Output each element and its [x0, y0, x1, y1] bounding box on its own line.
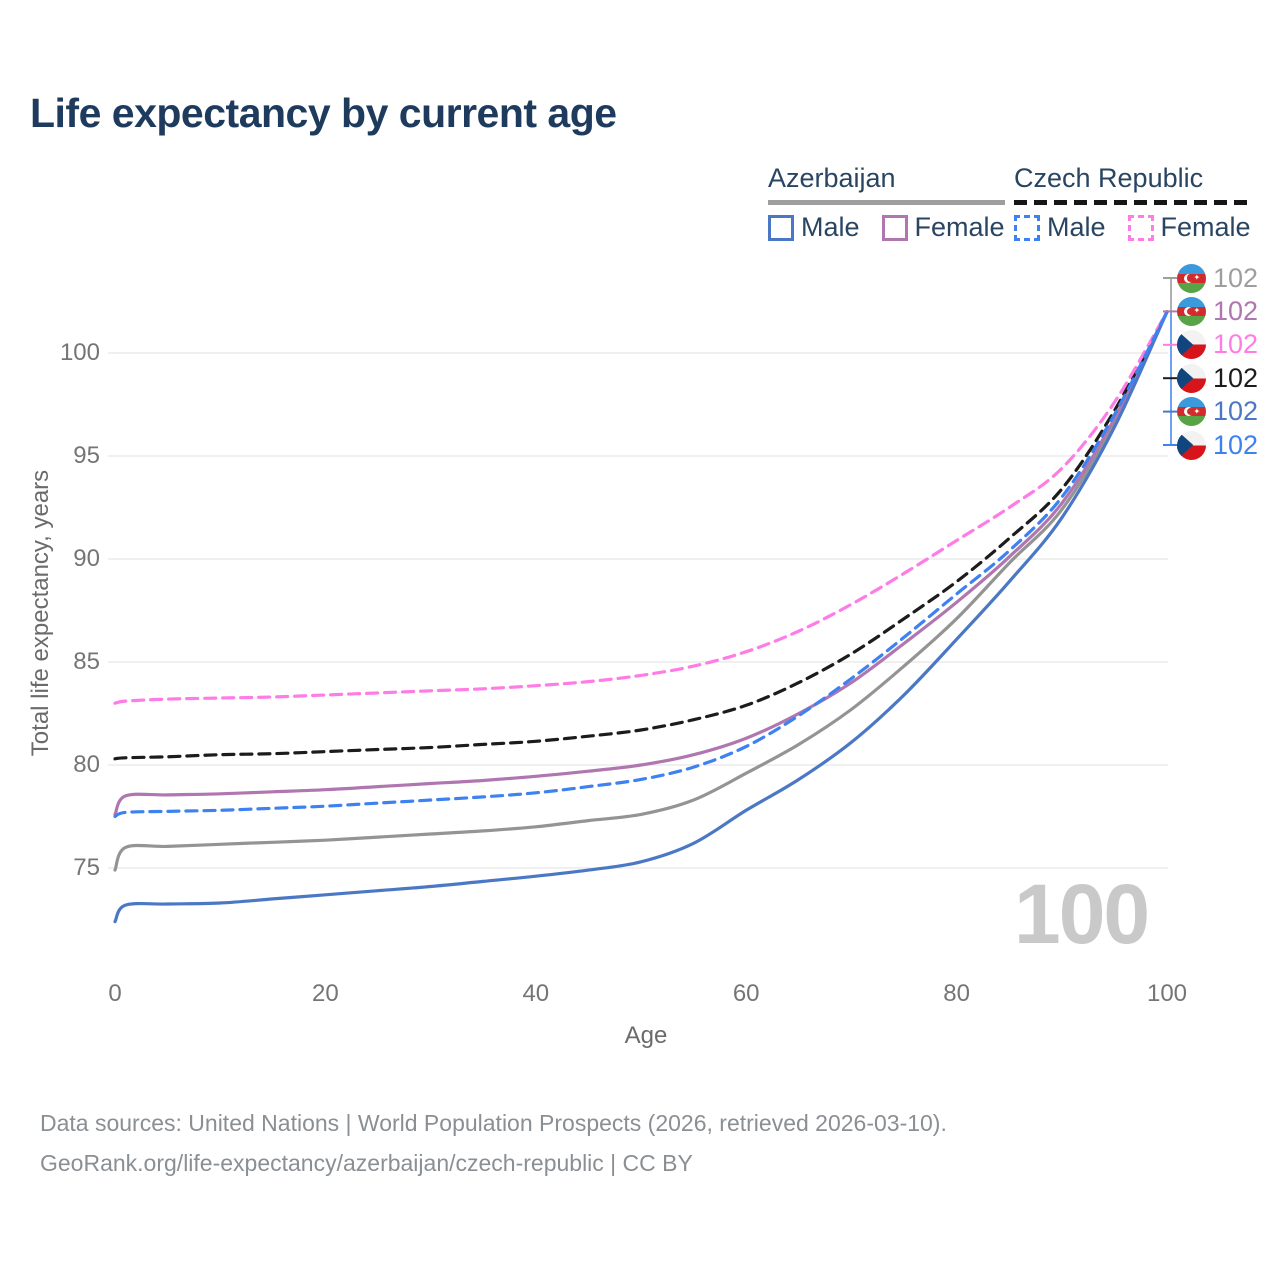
azerbaijan-flag-icon: ✦ [1177, 296, 1206, 326]
x-tick-label-100: 100 [1146, 980, 1188, 1007]
legend-underline-azerbaijan [768, 200, 1005, 205]
series-line-czech-republic-female [113, 310, 1169, 705]
y-tick-label-100: 100 [59, 339, 100, 366]
legend-label: Male [1047, 212, 1106, 242]
x-tick-label-0: 0 [108, 980, 122, 1007]
legend-country-azerbaijan[interactable]: Azerbaijan [768, 163, 896, 193]
czech-republic-flag-icon [1177, 430, 1206, 460]
legend-item-czech-female[interactable]: Female [1127, 212, 1251, 243]
x-tick-label-80: 80 [943, 980, 970, 1007]
x-tick-label-20: 20 [312, 980, 339, 1007]
y-tick-label-85: 85 [73, 648, 100, 675]
star-icon: ✦ [1193, 273, 1201, 282]
series-line-czech-republic-male [113, 310, 1169, 819]
end-label-value: 102 [1213, 295, 1259, 326]
czech-male-swatch-icon [1014, 214, 1040, 241]
end-label-row: 102 [1177, 430, 1258, 460]
legend-item-azerbaijan-female[interactable]: Female [881, 212, 1005, 243]
legend-group-czech-republic: Czech Republic Male Female [1014, 163, 1251, 243]
y-axis-title: Total life expectancy, years [27, 469, 54, 757]
azerbaijan-male-swatch-icon [768, 214, 794, 241]
end-label-row: 102 [1177, 329, 1259, 360]
crescent-icon [1184, 407, 1195, 417]
y-tick-label-80: 80 [73, 751, 100, 778]
x-tick-label-40: 40 [522, 980, 550, 1007]
star-icon: ✦ [1193, 406, 1201, 416]
star-icon: ✦ [1193, 306, 1201, 316]
legend-label: Female [1160, 212, 1251, 242]
azerbaijan-flag-icon: ✦ [1177, 263, 1206, 293]
end-label-row: 102 [1177, 363, 1258, 393]
series-line-azerbaijan-both [113, 310, 1169, 872]
crescent-icon [1184, 273, 1195, 283]
legend-label: Female [914, 212, 1005, 242]
page-title: Life expectancy by current age [30, 90, 617, 136]
end-label-value: 102 [1213, 329, 1259, 360]
series-line-azerbaijan-female [113, 310, 1169, 816]
series-line-azerbaijan-male [113, 310, 1169, 924]
crescent-icon [1184, 306, 1195, 316]
end-label-row: ✦ 102 [1177, 263, 1258, 293]
legend-label: Male [801, 212, 860, 242]
end-label-row: ✦ 102 [1177, 296, 1258, 326]
legend-country-czech-republic[interactable]: Czech Republic [1014, 163, 1204, 193]
legend-item-czech-male[interactable]: Male [1014, 212, 1106, 243]
end-label-row: ✦ 102 [1177, 396, 1259, 427]
age-watermark: 100 [1014, 867, 1150, 961]
azerbaijan-flag-icon: ✦ [1177, 397, 1206, 427]
czech-republic-flag-icon [1177, 363, 1206, 393]
end-label-value: 102 [1213, 262, 1259, 293]
x-axis-title: Age [624, 1022, 668, 1049]
legend-group-azerbaijan: Azerbaijan Male Female [768, 163, 1005, 243]
czech-female-swatch-icon [1127, 214, 1154, 241]
y-tick-label-95: 95 [73, 442, 100, 469]
end-label-value: 102 [1213, 429, 1259, 460]
legend-item-azerbaijan-male[interactable]: Male [768, 212, 860, 243]
end-label-value: 102 [1213, 362, 1259, 393]
x-tick-label-60: 60 [732, 980, 760, 1007]
end-label-value: 102 [1213, 396, 1259, 427]
azerbaijan-female-swatch-icon [881, 214, 908, 241]
y-tick-label-75: 75 [73, 854, 100, 881]
series-line-czech-republic-both [113, 310, 1169, 761]
czech-republic-flag-icon [1177, 330, 1206, 360]
footer-attribution: GeoRank.org/life-expectancy/azerbaijan/c… [40, 1150, 693, 1176]
footer-data-sources: Data sources: United Nations | World Pop… [40, 1110, 947, 1136]
legend-underline-czech-republic [1014, 200, 1251, 205]
y-tick-label-90: 90 [73, 545, 100, 572]
